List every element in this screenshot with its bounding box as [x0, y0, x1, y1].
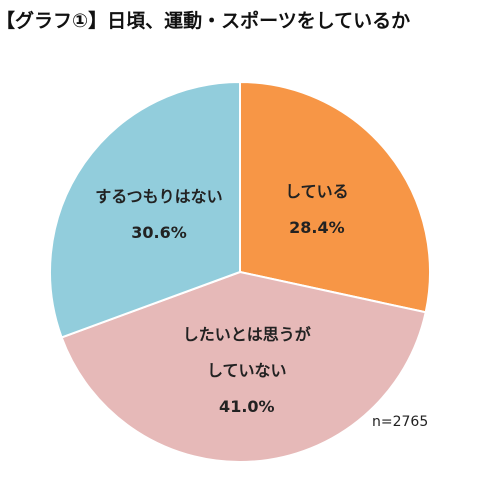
slice-label: したいとは思うが していない 41.0%: [183, 317, 311, 425]
annotation: n=2765: [372, 414, 429, 430]
chart-title: 【グラフ①】日頃、運動・スポーツをしているか: [0, 10, 411, 32]
pie-slice: [239, 80, 431, 314]
value-label: 30.6%: [131, 223, 187, 243]
category-label: するつもりはない: [95, 187, 223, 207]
slice-label: するつもりはない 30.6%: [95, 179, 222, 251]
slice-label: している 28.4%: [285, 174, 349, 246]
value-label: 41.0%: [219, 396, 275, 416]
pie-slice: [60, 270, 427, 463]
category-label: している: [285, 181, 349, 201]
category-label: したいとは思うが していない: [182, 324, 311, 380]
pie-slice: [49, 80, 241, 339]
value-label: 28.4%: [289, 217, 345, 237]
